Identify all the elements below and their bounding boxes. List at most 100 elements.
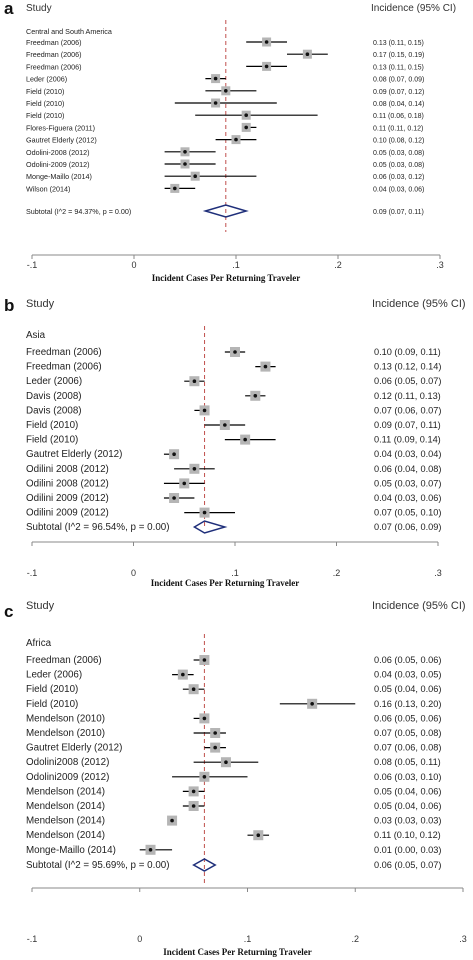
x-tick-label: .1: [232, 260, 240, 270]
study-ci-text: 0.01 (0.00, 0.03): [374, 845, 441, 855]
study-ci-text: 0.17 (0.15, 0.19): [373, 52, 424, 59]
subtotal-diamond: [192, 520, 228, 534]
study-label: Davis (2008): [26, 391, 82, 402]
study-label: Freedman (2006): [26, 655, 102, 666]
study-point-estimate: [263, 364, 268, 369]
study-ci-text: 0.04 (0.03, 0.04): [374, 449, 441, 459]
x-tick-label: .2: [351, 934, 359, 944]
panel-letter: b: [4, 296, 14, 315]
study-point-estimate: [193, 174, 197, 178]
study-label: Gautret Elderly (2012): [26, 743, 122, 754]
incidence-column-header: Incidence (95% CI): [372, 298, 466, 310]
study-label: Leder (2006): [26, 670, 82, 681]
x-tick-label: -.1: [27, 260, 38, 270]
study-label: Leder (2006): [26, 75, 67, 84]
study-label: Field (2010): [26, 684, 78, 695]
study-point-estimate: [202, 775, 207, 779]
study-point-estimate: [191, 687, 196, 691]
x-tick-label: -.1: [27, 934, 38, 944]
study-label: Odolini2008 (2012): [26, 757, 109, 768]
study-ci-text: 0.07 (0.06, 0.08): [374, 743, 441, 753]
x-tick-label: .3: [436, 260, 444, 270]
study-point-estimate: [182, 481, 187, 486]
subtotal-diamond: [202, 204, 249, 218]
study-point-estimate: [310, 702, 314, 706]
subgroup-label: Asia: [26, 330, 46, 341]
subtotal-diamond: [192, 858, 217, 872]
subgroup-label: Africa: [26, 638, 52, 649]
study-point-estimate: [148, 848, 153, 852]
study-ci-text: 0.07 (0.05, 0.08): [374, 728, 441, 738]
study-point-estimate: [243, 437, 247, 442]
study-label: Mendelson (2010): [26, 728, 105, 739]
study-point-estimate: [213, 76, 218, 81]
study-ci-text: 0.05 (0.03, 0.08): [373, 150, 424, 157]
study-point-estimate: [183, 150, 187, 154]
study-label: Field (2010): [26, 111, 64, 120]
study-ci-text: 0.05 (0.04, 0.06): [374, 684, 441, 694]
study-ci-text: 0.12 (0.11, 0.13): [374, 391, 441, 401]
study-point-estimate: [183, 162, 187, 166]
study-label: Gautret Elderly (2012): [26, 449, 122, 460]
x-tick-label: .2: [333, 568, 341, 578]
incidence-column-header: Incidence (95% CI): [371, 3, 456, 14]
study-ci-text: 0.06 (0.04, 0.08): [374, 464, 441, 474]
study-column-header: Study: [26, 600, 55, 612]
study-point-estimate: [264, 40, 269, 44]
study-point-estimate: [213, 731, 217, 735]
study-ci-text: 0.05 (0.04, 0.06): [374, 786, 441, 796]
study-ci-text: 0.06 (0.03, 0.12): [373, 174, 424, 181]
study-ci-text: 0.08 (0.07, 0.09): [373, 77, 424, 84]
study-point-estimate: [233, 350, 237, 354]
study-ci-text: 0.07 (0.05, 0.10): [374, 508, 441, 518]
study-point-estimate: [173, 186, 177, 191]
study-ci-text: 0.10 (0.09, 0.11): [374, 347, 441, 357]
study-point-estimate: [170, 818, 174, 823]
study-point-estimate: [253, 394, 258, 398]
incidence-column-header: Incidence (95% CI): [372, 600, 466, 612]
study-label: Davis (2008): [26, 405, 82, 416]
study-point-estimate: [192, 379, 197, 384]
study-label: Mendelson (2014): [26, 816, 105, 827]
study-ci-text: 0.08 (0.05, 0.11): [374, 757, 441, 767]
panel-letter: c: [4, 602, 13, 621]
x-tick-label: .1: [231, 568, 239, 578]
x-tick-label: 0: [131, 568, 136, 578]
study-point-estimate: [172, 452, 176, 457]
x-tick-label: .2: [334, 260, 342, 270]
study-label: Flores-Figuera (2011): [26, 123, 95, 132]
study-point-estimate: [202, 658, 207, 662]
subtotal-ci-text: 0.06 (0.05, 0.07): [374, 860, 441, 870]
x-axis-title: Incident Cases Per Returning Traveler: [152, 273, 300, 283]
study-point-estimate: [234, 137, 238, 142]
study-ci-text: 0.04 (0.03, 0.05): [374, 670, 441, 680]
subtotal-ci-text: 0.07 (0.06, 0.09): [374, 522, 441, 532]
study-point-estimate: [181, 672, 185, 677]
study-ci-text: 0.09 (0.07, 0.12): [373, 89, 424, 96]
study-point-estimate: [224, 89, 228, 93]
study-point-estimate: [305, 52, 310, 56]
study-point-estimate: [224, 760, 228, 764]
x-tick-label: .3: [434, 568, 442, 578]
study-ci-text: 0.05 (0.03, 0.08): [373, 162, 424, 169]
study-label: Field (2010): [26, 99, 64, 108]
study-label: Odilini 2008 (2012): [26, 464, 109, 475]
study-label: Odolini-2009 (2012): [26, 160, 90, 169]
study-ci-text: 0.06 (0.05, 0.07): [374, 376, 441, 386]
study-label: Wilson (2014): [26, 184, 70, 193]
study-point-estimate: [191, 789, 196, 794]
x-tick-label: .1: [244, 934, 252, 944]
study-label: Mendelson (2014): [26, 786, 105, 797]
study-point-estimate: [202, 716, 207, 721]
x-axis-title: Incident Cases Per Returning Traveler: [151, 578, 299, 588]
study-ci-text: 0.06 (0.05, 0.06): [374, 713, 441, 723]
study-label: Mendelson (2010): [26, 713, 105, 724]
subtotal-label: Subtotal (I^2 = 95.69%, p = 0.00): [26, 860, 169, 871]
study-ci-text: 0.06 (0.03, 0.10): [374, 772, 441, 782]
study-point-estimate: [256, 833, 261, 837]
subtotal-ci-text: 0.09 (0.07, 0.11): [373, 209, 424, 216]
study-point-estimate: [244, 125, 248, 130]
study-ci-text: 0.04 (0.03, 0.06): [374, 493, 441, 503]
x-axis-title: Incident Cases Per Returning Traveler: [163, 947, 311, 957]
